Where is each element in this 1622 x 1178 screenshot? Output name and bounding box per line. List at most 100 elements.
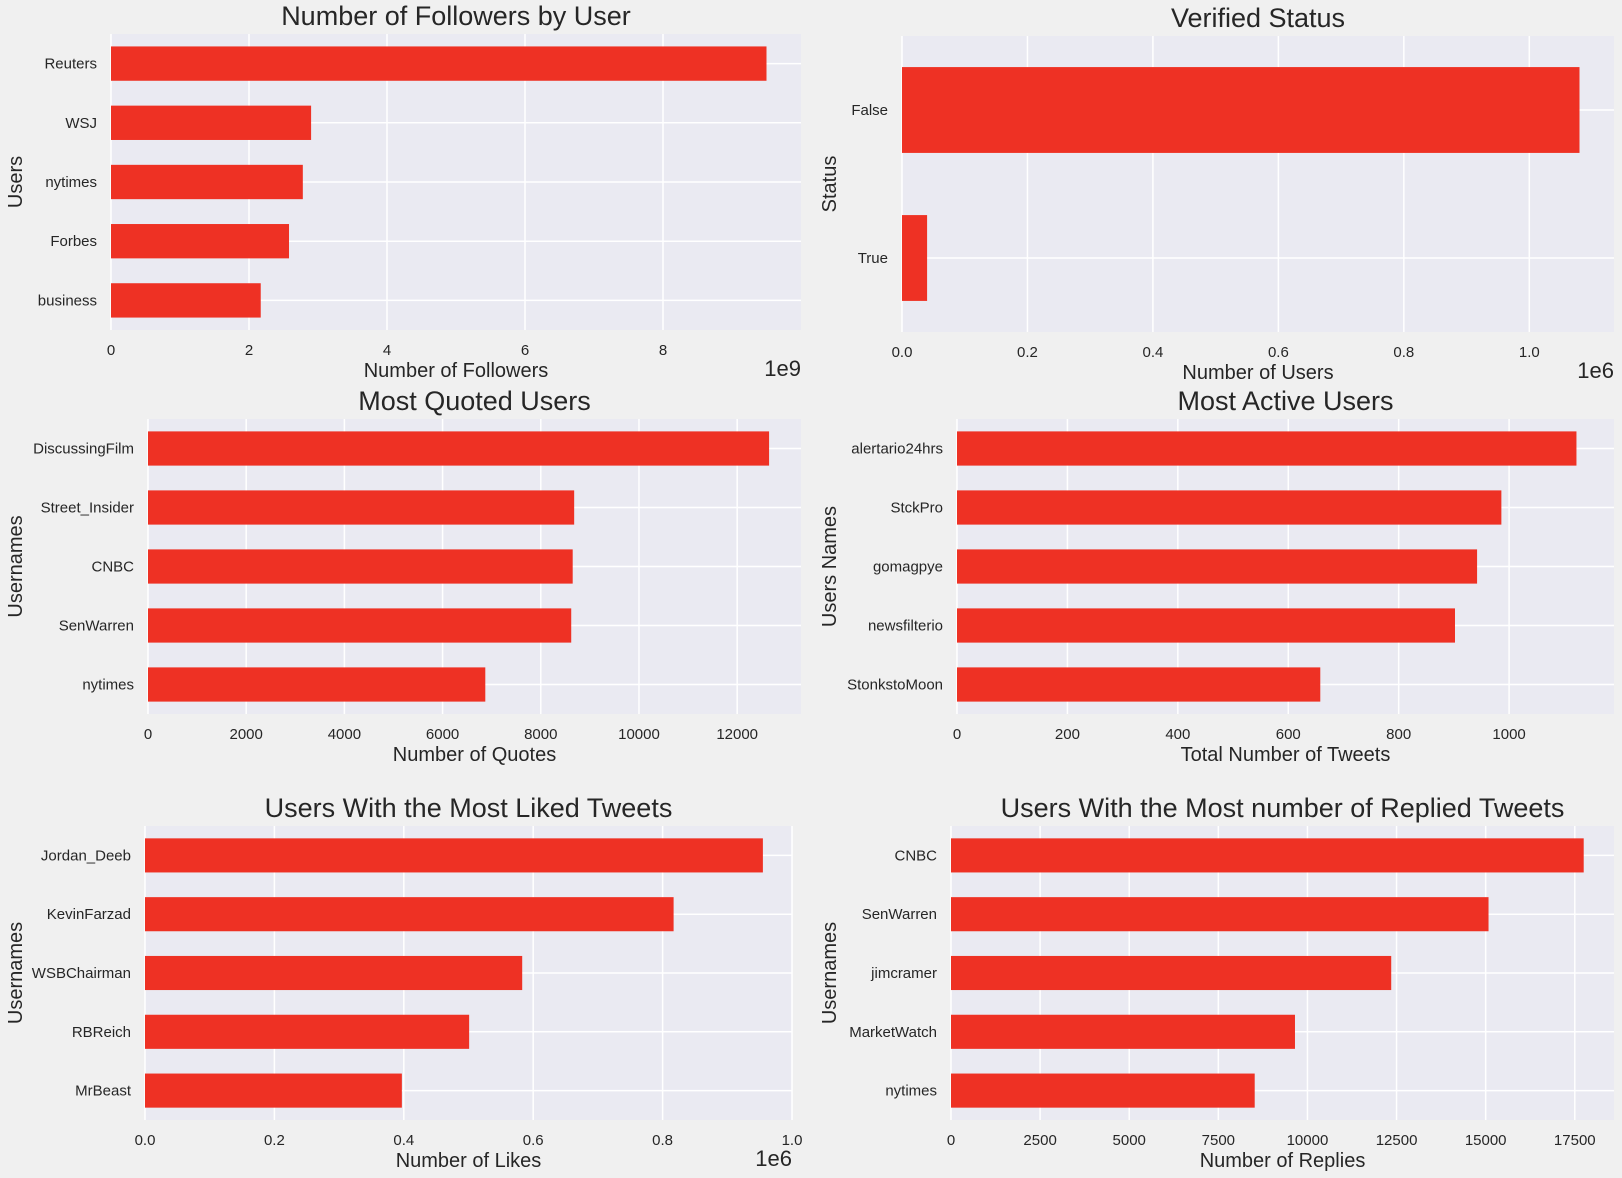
x-axis-label: Number of Likes <box>396 1150 542 1172</box>
x-tick-label: 0 <box>144 726 152 743</box>
x-tick-label: 1000 <box>1492 726 1525 743</box>
axis-offset-label: 1e6 <box>1577 358 1614 383</box>
x-tick-label: 6 <box>521 342 529 359</box>
y-tick-label: True <box>858 250 888 267</box>
x-tick-label: 0.4 <box>393 1132 414 1149</box>
x-tick-label: 0.6 <box>1268 344 1289 361</box>
x-tick-label: 8 <box>659 342 667 359</box>
bar <box>111 105 312 140</box>
chart-panel: CNBC SenWarren jimcramer MarketWatch nytimes… <box>819 793 1614 1172</box>
chart-title: Verified Status <box>1171 3 1345 33</box>
bar <box>951 897 1489 932</box>
y-tick-label: SenWarren <box>862 906 937 923</box>
y-tick-label: WSBChairman <box>32 965 131 982</box>
y-tick-label: SenWarren <box>59 618 134 635</box>
x-tick-label: 0.4 <box>1142 344 1163 361</box>
y-tick-label: alertario24hrs <box>851 441 943 458</box>
x-axis-label: Total Number of Tweets <box>1181 744 1391 766</box>
y-tick-label: newsfilterio <box>868 618 943 635</box>
bar <box>111 164 303 200</box>
x-tick-label: 12500 <box>1376 1132 1418 1149</box>
x-tick-label: 12000 <box>716 726 758 743</box>
x-tick-label: 4 <box>383 342 391 359</box>
y-tick-label: business <box>38 292 97 309</box>
x-tick-label: 800 <box>1386 726 1411 743</box>
y-tick-label: nytimes <box>45 174 97 191</box>
y-tick-label: nytimes <box>885 1083 937 1100</box>
x-tick-label: 2 <box>245 342 253 359</box>
bar <box>957 490 1502 525</box>
x-tick-label: 0 <box>953 726 961 743</box>
bar <box>902 215 928 301</box>
x-tick-label: 0 <box>107 342 115 359</box>
axis-offset-label: 1e6 <box>755 1146 792 1171</box>
chart-panel: Jordan_Deeb KevinFarzad WSBChairman RBReich… <box>5 793 802 1172</box>
x-tick-label: 200 <box>1055 726 1080 743</box>
bar <box>148 667 486 702</box>
y-tick-label: MrBeast <box>75 1083 132 1100</box>
x-tick-label: 1.0 <box>1519 344 1540 361</box>
bar <box>145 1073 402 1108</box>
bar <box>951 838 1584 873</box>
x-tick-label: 1.0 <box>782 1132 803 1149</box>
bar <box>145 955 523 991</box>
chart-panel: DiscussingFilm Street_Insider CNBC SenWarre… <box>5 386 801 766</box>
x-tick-label: 2500 <box>1023 1132 1056 1149</box>
chart-title: Users With the Most number of Replied Tw… <box>1001 793 1565 823</box>
x-tick-label: 0.2 <box>1017 344 1038 361</box>
x-tick-label: 0.8 <box>1393 344 1414 361</box>
y-tick-label: CNBC <box>894 847 937 864</box>
bar <box>902 67 1580 153</box>
x-tick-label: 0.2 <box>264 1132 285 1149</box>
y-tick-label: DiscussingFilm <box>33 441 134 458</box>
x-tick-label: 10000 <box>618 726 660 743</box>
y-tick-label: jimcramer <box>870 965 937 982</box>
y-axis-label: Users Names <box>819 506 841 627</box>
bar <box>951 1073 1255 1108</box>
bar <box>148 490 575 525</box>
y-tick-label: Forbes <box>50 233 97 250</box>
bar <box>148 608 572 643</box>
y-tick-label: KevinFarzad <box>47 906 131 923</box>
y-tick-label: CNBC <box>91 559 134 576</box>
x-axis-label: Number of Users <box>1182 362 1333 384</box>
bar <box>145 1014 470 1049</box>
x-tick-label: 0.0 <box>892 344 913 361</box>
x-tick-label: 2000 <box>230 726 263 743</box>
y-tick-label: gomagpye <box>873 559 943 576</box>
chart-title: Most Quoted Users <box>358 386 591 416</box>
x-tick-label: 10000 <box>1287 1132 1329 1149</box>
y-axis-label: Usernames <box>5 922 27 1024</box>
x-axis-label: Number of Followers <box>364 360 549 382</box>
x-tick-label: 5000 <box>1113 1132 1146 1149</box>
x-axis-label: Number of Quotes <box>393 744 556 766</box>
bar <box>951 955 1392 991</box>
chart-title: Number of Followers by User <box>281 1 631 31</box>
bar <box>957 549 1478 584</box>
x-tick-label: 6000 <box>426 726 459 743</box>
x-tick-label: 400 <box>1165 726 1190 743</box>
chart-title: Users With the Most Liked Tweets <box>265 793 673 823</box>
x-tick-label: 0.0 <box>135 1132 156 1149</box>
bar <box>111 283 261 318</box>
y-tick-label: Jordan_Deeb <box>41 847 131 864</box>
chart-panel: alertario24hrs StckPro gomagpye newsfilteri… <box>819 386 1614 766</box>
bar <box>957 431 1577 466</box>
y-tick-label: False <box>851 102 888 119</box>
y-axis-label: Usernames <box>819 922 841 1024</box>
axis-offset-label: 1e9 <box>764 356 801 381</box>
x-tick-label: 17500 <box>1554 1132 1596 1149</box>
y-tick-label: MarketWatch <box>849 1024 937 1041</box>
x-axis-label: Number of Replies <box>1200 1150 1366 1172</box>
x-tick-label: 600 <box>1276 726 1301 743</box>
bar <box>111 224 290 259</box>
bar <box>111 46 767 81</box>
x-tick-label: 7500 <box>1202 1132 1235 1149</box>
bar <box>957 608 1455 643</box>
y-tick-label: StonkstoMoon <box>847 677 943 694</box>
bar <box>957 667 1321 702</box>
bar <box>148 431 770 466</box>
bar <box>145 897 674 932</box>
y-tick-label: Street_Insider <box>41 500 134 517</box>
